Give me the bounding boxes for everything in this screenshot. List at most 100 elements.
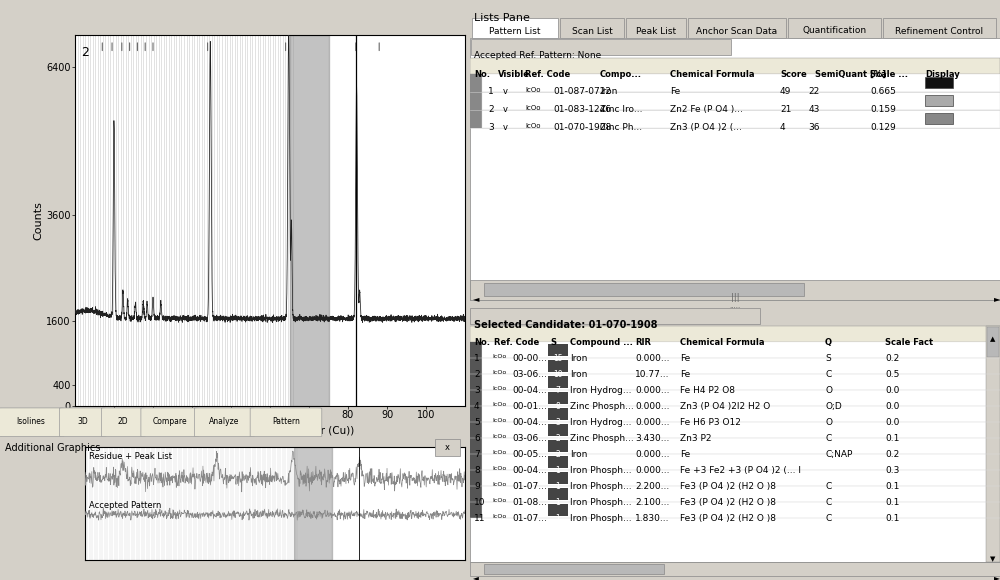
Text: 01-083-1246: 01-083-1246 — [553, 105, 611, 114]
Text: Anchor Scan Data: Anchor Scan Data — [696, 27, 778, 35]
Text: Fe: Fe — [680, 370, 690, 379]
Text: 2D: 2D — [118, 418, 129, 426]
Text: Zn2 Fe (P O4 )...: Zn2 Fe (P O4 )... — [670, 105, 743, 114]
FancyBboxPatch shape — [101, 408, 145, 437]
Text: O;D: O;D — [825, 402, 842, 411]
Text: Scan List: Scan List — [572, 27, 612, 35]
Bar — [688, 18, 786, 38]
Text: 2.100...: 2.100... — [635, 498, 669, 507]
Bar — [788, 18, 881, 38]
Text: 0.2: 0.2 — [885, 450, 899, 459]
Text: 01-08...: 01-08... — [512, 498, 547, 507]
Bar — [470, 358, 482, 374]
Text: Iron Phosph...: Iron Phosph... — [570, 498, 632, 507]
Bar — [548, 376, 568, 388]
Text: Iron Phosph...: Iron Phosph... — [570, 466, 632, 475]
Text: IcOo: IcOo — [492, 402, 506, 407]
Text: 01-07...: 01-07... — [512, 482, 547, 491]
Text: 2.200...: 2.200... — [635, 482, 669, 491]
Text: Zinc Phosph...: Zinc Phosph... — [570, 434, 634, 443]
Text: C: C — [825, 514, 831, 523]
Bar — [482, 422, 1000, 438]
Text: 11: 11 — [474, 514, 486, 523]
Bar — [482, 92, 1000, 110]
Text: C: C — [825, 370, 831, 379]
Text: 0.2: 0.2 — [885, 354, 899, 363]
Text: Scale ...: Scale ... — [870, 70, 908, 79]
Bar — [548, 360, 568, 372]
Text: Fe: Fe — [670, 87, 680, 96]
Bar — [482, 358, 1000, 374]
Text: O: O — [825, 418, 832, 427]
Text: RIR: RIR — [635, 338, 651, 347]
Text: 3.430...: 3.430... — [635, 434, 669, 443]
Text: Fe: Fe — [680, 450, 690, 459]
Text: 4: 4 — [780, 123, 786, 132]
Text: Fe H6 P3 O12: Fe H6 P3 O12 — [680, 418, 741, 427]
Bar — [470, 342, 482, 358]
Text: 01-070-1908: 01-070-1908 — [553, 123, 611, 132]
X-axis label: Position [°2Theta] (Copper (Cu)): Position [°2Theta] (Copper (Cu)) — [186, 426, 354, 436]
Bar — [470, 390, 482, 406]
Text: 2: 2 — [556, 450, 560, 459]
Text: 0.0: 0.0 — [885, 402, 899, 411]
Text: 0.000...: 0.000... — [635, 450, 670, 459]
Text: Zinc Phosph...: Zinc Phosph... — [570, 402, 634, 411]
Text: 2: 2 — [556, 434, 560, 443]
Text: 1: 1 — [556, 514, 560, 523]
Bar — [560, 18, 624, 38]
Text: 49: 49 — [780, 87, 791, 96]
Bar — [548, 488, 568, 500]
Text: 8: 8 — [474, 466, 480, 475]
Bar — [470, 438, 482, 454]
Bar — [471, 39, 731, 55]
Text: Iron: Iron — [600, 87, 617, 96]
Text: Zn3 (P O4 )2 (...: Zn3 (P O4 )2 (... — [670, 123, 742, 132]
Text: Zinc Iro...: Zinc Iro... — [600, 105, 642, 114]
Bar — [470, 0, 1000, 18]
Bar — [987, 327, 999, 357]
Text: 00-05...: 00-05... — [512, 450, 547, 459]
Bar — [470, 58, 1000, 74]
Text: Fe: Fe — [680, 354, 690, 363]
Text: Lists Pane: Lists Pane — [474, 13, 530, 23]
Text: IcOo: IcOo — [492, 498, 506, 503]
Text: 2: 2 — [81, 46, 89, 59]
Text: Scale Fact: Scale Fact — [885, 338, 933, 347]
Bar — [925, 95, 953, 106]
Text: 0.5: 0.5 — [885, 370, 899, 379]
Text: Iron: Iron — [570, 370, 587, 379]
Text: Ref. Code: Ref. Code — [494, 338, 539, 347]
Bar — [482, 110, 1000, 128]
Text: Iron: Iron — [570, 450, 587, 459]
Text: 10: 10 — [553, 370, 563, 379]
Text: IcOo: IcOo — [492, 466, 506, 471]
Text: C: C — [825, 498, 831, 507]
Text: No.: No. — [474, 70, 490, 79]
Bar — [482, 470, 1000, 486]
Text: 21: 21 — [780, 105, 791, 114]
Bar — [470, 308, 760, 324]
Text: .....: ..... — [729, 578, 741, 580]
Text: S: S — [550, 338, 556, 347]
Bar — [482, 486, 1000, 502]
Bar — [482, 406, 1000, 422]
Text: ►: ► — [994, 294, 1000, 303]
Text: 15: 15 — [553, 354, 563, 363]
Text: Pattern List: Pattern List — [489, 27, 541, 35]
Text: IcOo: IcOo — [492, 514, 506, 519]
Bar — [986, 326, 1000, 562]
Text: 0.129: 0.129 — [870, 123, 896, 132]
Text: ►: ► — [994, 573, 1000, 580]
Text: 3D: 3D — [77, 418, 88, 426]
Bar — [470, 502, 482, 518]
Bar — [626, 18, 686, 38]
Text: S: S — [825, 354, 831, 363]
Bar — [548, 456, 568, 468]
Text: IcOo: IcOo — [492, 450, 506, 455]
Text: 4: 4 — [474, 402, 480, 411]
Text: Compare: Compare — [152, 418, 187, 426]
Text: No.: No. — [474, 338, 490, 347]
Bar — [470, 406, 482, 422]
Text: Chemical Formula: Chemical Formula — [680, 338, 765, 347]
